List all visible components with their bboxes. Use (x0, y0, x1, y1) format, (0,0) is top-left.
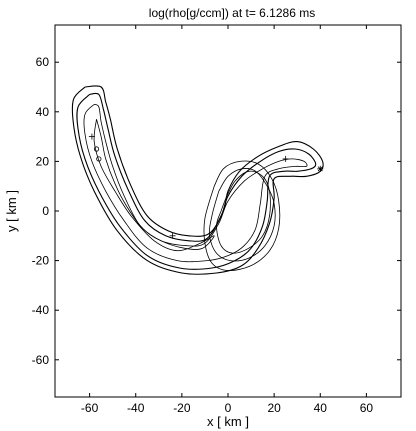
marker-0 (88, 133, 95, 140)
x-tick-label: 40 (314, 401, 328, 415)
contour-line-level-3 (83, 104, 308, 263)
marker-2 (96, 156, 102, 162)
x-axis-label: x [ km ] (207, 414, 249, 429)
marker-1 (93, 146, 100, 152)
y-axis: -60 -40 -20 0 20 40 60 (32, 55, 401, 367)
y-tick-label: -40 (32, 303, 50, 317)
contour-line-level-7 (203, 160, 281, 271)
y-tick-label: -20 (32, 254, 50, 268)
contour-line-level-1 (71, 85, 324, 275)
marker-4 (282, 155, 289, 162)
x-tick-label: 20 (267, 401, 281, 415)
plot-frame (54, 24, 402, 398)
x-axis: -60 -40 -20 0 20 40 60 (81, 25, 373, 415)
marker-3 (169, 232, 176, 239)
contour-line-level-4 (93, 119, 215, 252)
y-tick-label: 40 (36, 105, 50, 119)
x-tick-label: -40 (127, 401, 145, 415)
marker-5 (317, 165, 324, 172)
y-tick-label: 20 (36, 154, 50, 168)
contour-line-level-2 (76, 92, 317, 270)
contour-lines (71, 85, 324, 275)
x-tick-label: -60 (81, 401, 99, 415)
y-axis-label: y [ km ] (4, 190, 19, 232)
x-tick-label: 60 (360, 401, 374, 415)
chart-title: log(rho[g/ccm]) at t= 6.1286 ms (149, 6, 315, 20)
y-tick-label: 60 (36, 55, 50, 69)
markers (88, 133, 324, 239)
x-tick-label: 0 (225, 401, 232, 415)
contour-line-level-6 (208, 168, 276, 262)
x-tick-label: -20 (173, 401, 191, 415)
contour-line-level-5 (216, 170, 271, 254)
y-tick-label: -60 (32, 353, 50, 367)
y-tick-label: 0 (42, 204, 49, 218)
